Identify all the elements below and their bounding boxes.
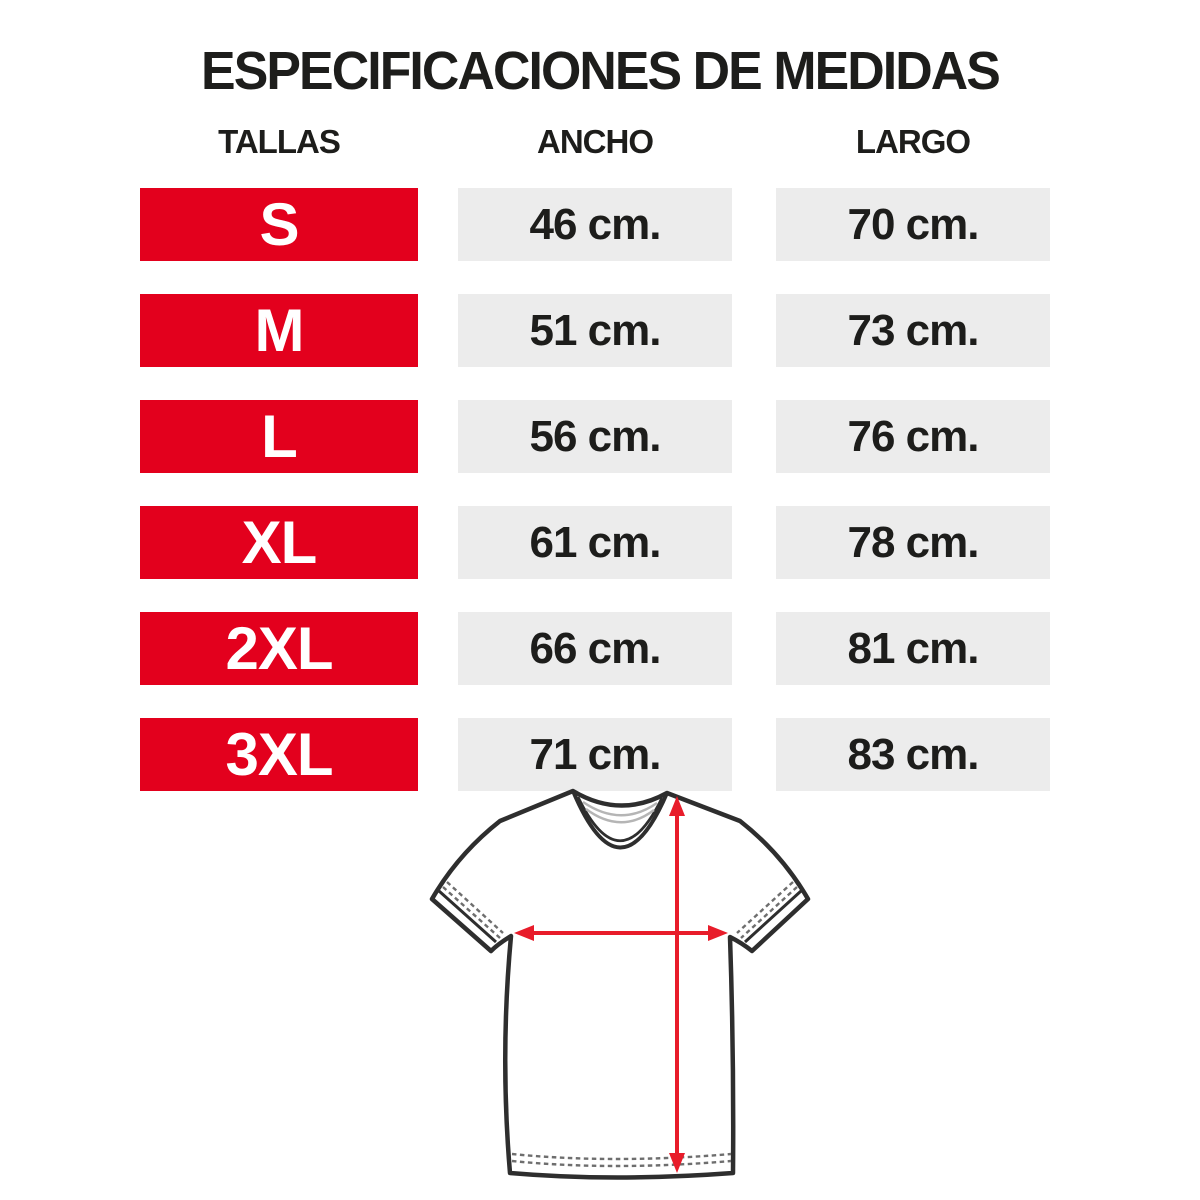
collar-stitch-line (582, 801, 658, 817)
width-value: 66 cm. (529, 623, 662, 673)
hem-stitch (511, 1159, 732, 1168)
page-title: ESPECIFICACIONES DE MEDIDAS (201, 41, 1001, 101)
width-value: 46 cm. (529, 199, 662, 249)
table-row: L 56 cm. 76 cm. (140, 400, 1050, 473)
size-cell: 3XL (140, 718, 418, 791)
length-value: 76 cm. (847, 411, 980, 461)
tshirt-measurement-diagram (429, 788, 811, 1180)
length-cell: 81 cm. (776, 612, 1050, 685)
collar-outer-line (571, 790, 669, 850)
width-cell: 61 cm. (458, 506, 732, 579)
length-cell: 73 cm. (776, 294, 1050, 367)
table-row: 2XL 66 cm. 81 cm. (140, 612, 1050, 685)
collar-stitch-line (585, 808, 655, 824)
tshirt-outline (429, 788, 811, 1180)
size-label: M (254, 297, 305, 364)
width-cell: 66 cm. (458, 612, 732, 685)
size-cell: M (140, 294, 418, 367)
width-cell: 56 cm. (458, 400, 732, 473)
size-label: S (259, 191, 299, 258)
length-cell: 76 cm. (776, 400, 1050, 473)
size-label: 2XL (225, 615, 333, 682)
width-cell: 46 cm. (458, 188, 732, 261)
length-cell: 83 cm. (776, 718, 1050, 791)
width-value: 71 cm. (529, 729, 662, 779)
right-cuff-seam (743, 889, 803, 944)
width-cell: 71 cm. (458, 718, 732, 791)
size-cell: L (140, 400, 418, 473)
length-cell: 70 cm. (776, 188, 1050, 261)
size-label: XL (241, 509, 318, 576)
column-header-largo: LARGO (855, 123, 971, 160)
length-value: 70 cm. (847, 199, 980, 249)
column-header-ancho: ANCHO (537, 123, 654, 160)
hem-stitch (511, 1152, 732, 1161)
table-row: S 46 cm. 70 cm. (140, 188, 1050, 261)
length-arrow (669, 796, 685, 1173)
length-value: 81 cm. (847, 623, 980, 673)
length-cell: 78 cm. (776, 506, 1050, 579)
column-header-tallas: TALLAS (218, 123, 341, 160)
table-row: 3XL 71 cm. 83 cm. (140, 718, 1050, 791)
left-cuff-seam (437, 889, 498, 944)
width-value: 56 cm. (529, 411, 662, 461)
collar-inner-line (576, 796, 664, 842)
size-cell: S (140, 188, 418, 261)
length-value: 78 cm. (847, 517, 980, 567)
size-label: 3XL (225, 721, 333, 788)
width-value: 61 cm. (529, 517, 662, 567)
size-label: L (261, 403, 298, 470)
table-row: M 51 cm. 73 cm. (140, 294, 1050, 367)
size-table: S 46 cm. 70 cm. M 51 cm. 73 cm. L 56 cm.… (140, 188, 1050, 824)
width-value: 51 cm. (529, 305, 662, 355)
table-row: XL 61 cm. 78 cm. (140, 506, 1050, 579)
width-arrow (514, 925, 728, 941)
size-cell: XL (140, 506, 418, 579)
size-cell: 2XL (140, 612, 418, 685)
length-value: 83 cm. (847, 729, 980, 779)
length-value: 73 cm. (847, 305, 980, 355)
width-cell: 51 cm. (458, 294, 732, 367)
